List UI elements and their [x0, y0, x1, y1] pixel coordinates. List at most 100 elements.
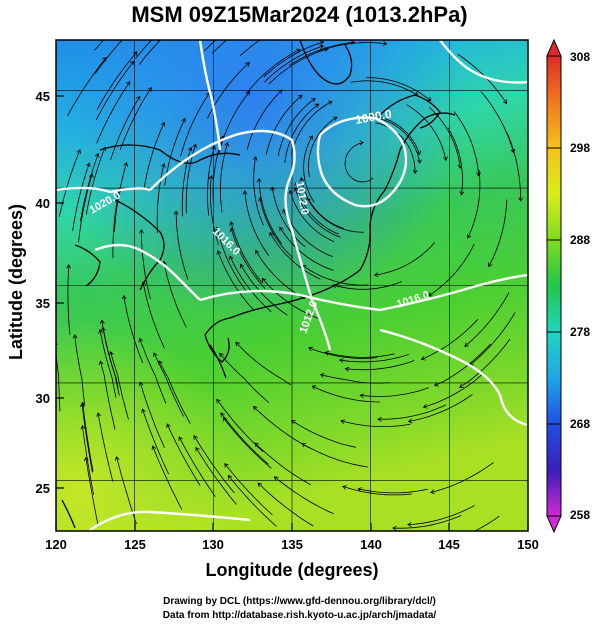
streamline-arrow [192, 143, 197, 149]
streamline-arrow [193, 435, 198, 440]
streamline [302, 265, 369, 286]
x-tick-label: 135 [281, 537, 303, 552]
streamline-arrow [433, 382, 439, 387]
streamline-arrow [430, 489, 435, 495]
streamline [218, 91, 250, 154]
streamline-arrow [137, 21, 141, 25]
streamline-arrow [392, 525, 397, 531]
streamline-arrow [224, 462, 229, 468]
x-tick-label: 125 [124, 537, 146, 552]
streamline-arrow [229, 221, 235, 226]
streamline-arrow [151, 445, 157, 451]
streamline [58, 149, 81, 217]
streamline [110, 351, 129, 420]
streamline [421, 318, 479, 360]
streamline-arrow [476, 172, 481, 177]
streamline-arrow [216, 250, 222, 255]
y-tick-label: 45 [36, 89, 50, 104]
streamline [447, 127, 463, 195]
streamline-arrow [79, 402, 85, 408]
streamline-arrow [295, 18, 299, 22]
streamline-arrow [407, 418, 413, 424]
streamline-arrow [80, 424, 86, 430]
streamline-arrow [306, 197, 311, 202]
streamline [291, 420, 356, 448]
streamline [374, 242, 436, 276]
streamline [78, 173, 93, 243]
streamline [306, 197, 364, 233]
y-tick-label: 40 [36, 196, 50, 211]
footer-credit: Drawing by DCL (https://www.gfd-dennou.o… [163, 596, 436, 607]
streamline [257, 482, 314, 527]
streamline [180, 92, 210, 157]
streamline [74, 334, 85, 405]
streamline-arrow [294, 181, 299, 187]
y-tick-label: 35 [36, 296, 50, 311]
streamline [211, 40, 228, 54]
streamline [340, 420, 411, 427]
streamline [271, 187, 306, 248]
streamline [284, 103, 319, 164]
streamline-arrow [342, 485, 347, 490]
streamline-arrow [147, 86, 152, 92]
streamline [216, 399, 264, 452]
streamline-arrow [208, 174, 214, 180]
streamline [220, 412, 269, 465]
streamline [265, 95, 303, 155]
streamline-arrow [245, 62, 250, 67]
streamline [308, 116, 338, 178]
streamline [178, 436, 216, 498]
streamline [67, 264, 71, 335]
streamline-arrow [242, 190, 248, 195]
streamline [290, 101, 333, 156]
streamline [81, 403, 93, 473]
streamlines [56, 8, 524, 531]
streamline [158, 360, 191, 424]
streamline [268, 48, 329, 85]
streamline-arrow [311, 385, 317, 390]
streamline-arrow [187, 146, 193, 152]
streamline [82, 425, 94, 495]
streamline [407, 505, 475, 526]
streamline [101, 320, 119, 389]
streamline-arrow [412, 169, 418, 175]
streamline [474, 515, 500, 531]
streamline-arrow [102, 56, 107, 62]
streamline [434, 343, 491, 386]
streamline-arrow [344, 366, 350, 372]
streamline [175, 211, 189, 280]
streamline-arrow [255, 249, 260, 255]
streamline [96, 51, 138, 110]
streamline-arrow [319, 373, 325, 378]
streamline-arrow [195, 446, 200, 452]
streamline-arrow [269, 231, 274, 237]
streamline-arrow [373, 272, 379, 278]
streamline [480, 91, 515, 153]
streamline-arrow [220, 412, 225, 417]
streamline-arrow [311, 98, 316, 103]
streamline [222, 417, 272, 469]
streamline [219, 352, 270, 404]
streamline-arrow [252, 155, 258, 161]
streamline-arrow [245, 90, 251, 96]
streamline-arrow [426, 96, 432, 102]
streamline-arrow [123, 162, 128, 167]
streamline [467, 169, 481, 239]
colorbar-tick-label: 288 [570, 233, 590, 247]
streamline-arrow [327, 100, 333, 105]
streamline [279, 226, 334, 271]
streamline [224, 463, 273, 516]
streamline [339, 354, 409, 363]
streamline-arrow [319, 40, 325, 45]
streamline-arrow [224, 141, 229, 147]
streamline-arrow [459, 383, 464, 388]
streamline-arrow [256, 8, 260, 12]
streamline-arrow [96, 412, 102, 417]
streamline-arrow [166, 423, 171, 429]
streamline [67, 57, 107, 116]
streamline-arrow [160, 163, 166, 168]
streamline-arrow [422, 404, 428, 409]
streamline-arrow [258, 196, 263, 202]
streamline-arrow [138, 229, 144, 234]
